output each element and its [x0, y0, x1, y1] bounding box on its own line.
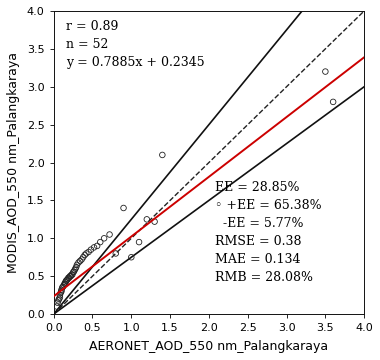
Point [136, 239, 142, 245]
Point [76, 260, 82, 265]
Point [152, 219, 158, 225]
Point [61, 282, 67, 288]
Point [94, 243, 100, 249]
Point [59, 285, 65, 291]
Point [57, 294, 63, 300]
Point [159, 152, 165, 158]
Point [69, 272, 75, 278]
Point [83, 251, 89, 256]
Point [128, 255, 135, 260]
Point [70, 270, 76, 275]
Point [59, 288, 65, 294]
Point [71, 267, 78, 273]
Point [57, 292, 63, 298]
Point [65, 275, 71, 280]
Point [62, 281, 68, 287]
Point [65, 276, 71, 282]
Point [86, 249, 92, 255]
Point [144, 216, 150, 222]
Point [88, 247, 94, 253]
Point [62, 279, 68, 285]
Point [71, 269, 77, 275]
Point [58, 290, 64, 296]
Point [64, 277, 70, 283]
Point [120, 205, 127, 211]
Point [55, 298, 61, 303]
Point [106, 231, 112, 237]
Text: EE = 28.85%
◦ +EE = 65.38%
  -EE = 5.77%
RMSE = 0.38
MAE = 0.134
RMB = 28.08%: EE = 28.85% ◦ +EE = 65.38% -EE = 5.77% R… [215, 181, 322, 284]
Point [54, 303, 60, 309]
Point [113, 251, 119, 256]
Point [330, 99, 336, 105]
Text: r = 0.89
n = 52
y = 0.7885x + 0.2345: r = 0.89 n = 52 y = 0.7885x + 0.2345 [66, 20, 205, 69]
Point [60, 284, 66, 290]
Point [97, 239, 103, 245]
Point [73, 264, 79, 270]
Point [59, 287, 65, 293]
Point [68, 272, 74, 278]
Point [66, 275, 72, 280]
Y-axis label: MODIS_AOD_550 nm_Palangkaraya: MODIS_AOD_550 nm_Palangkaraya [7, 52, 20, 273]
Point [68, 273, 74, 279]
Point [80, 255, 86, 260]
Point [72, 266, 78, 271]
Point [82, 252, 88, 258]
Point [91, 244, 97, 250]
Point [79, 257, 85, 262]
Point [67, 273, 73, 279]
X-axis label: AERONET_AOD_550 nm_Palangkaraya: AERONET_AOD_550 nm_Palangkaraya [89, 340, 328, 353]
Point [74, 262, 80, 268]
Point [322, 69, 328, 75]
Point [54, 300, 60, 306]
Point [77, 258, 83, 264]
Point [56, 296, 62, 302]
Point [62, 281, 68, 287]
Point [101, 235, 107, 241]
Point [63, 278, 69, 284]
